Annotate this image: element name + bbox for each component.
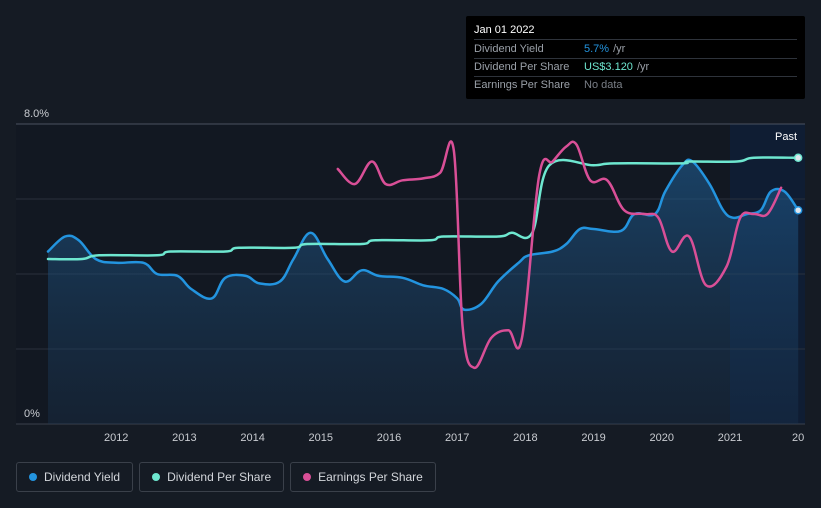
x-tick-label: 2017	[445, 432, 469, 444]
tooltip-row-dividend-per-share: Dividend Per Share US$3.120 /yr	[474, 59, 797, 77]
tooltip-row-earnings-per-share: Earnings Per Share No data	[474, 77, 797, 94]
legend-label: Dividend Yield	[44, 470, 121, 484]
legend-item-dividend-per-share[interactable]: Dividend Per Share	[139, 462, 285, 492]
dividend-yield-area	[48, 159, 799, 424]
dividend-per-share-line	[46, 156, 800, 261]
tooltip-label: Dividend Per Share	[474, 61, 570, 73]
legend-item-dividend-yield[interactable]: Dividend Yield	[16, 462, 134, 492]
x-tick-label: 2012	[104, 432, 128, 444]
x-tick-label: 2014	[240, 432, 264, 444]
earnings-per-share-line	[336, 140, 783, 370]
x-tick-label: 2016	[377, 432, 401, 444]
dividend-yield-end-point	[793, 206, 803, 215]
tooltip-unit: /yr	[613, 43, 626, 55]
tooltip-date: Jan 01 2022	[474, 22, 797, 40]
x-tick-label: 20	[792, 432, 804, 444]
legend-item-earnings-per-share[interactable]: Earnings Per Share	[290, 462, 436, 492]
x-tick-label: 2019	[581, 432, 605, 444]
x-tick-label: 2013	[172, 432, 196, 444]
x-tick-label: 2018	[513, 432, 537, 444]
tooltip-unit: /yr	[636, 61, 650, 73]
legend-label: Dividend Per Share	[167, 470, 272, 484]
y-tick-label: 8.0%	[24, 108, 49, 120]
tooltip-value-earnings-per-share: No data	[584, 79, 623, 91]
dividend-per-share-end-point	[793, 153, 803, 162]
tooltip-label: Dividend Yield	[474, 43, 544, 55]
legend-dot-icon	[152, 473, 161, 481]
x-tick-label: 2020	[650, 432, 674, 444]
legend-dot-icon	[29, 473, 37, 481]
dividend-yield-line	[46, 158, 800, 312]
y-tick-label: 0%	[24, 408, 40, 420]
tooltip-value-dividend-per-share: US$3.120	[584, 61, 633, 73]
tooltip-row-dividend-yield: Dividend Yield 5.7% /yr	[474, 41, 797, 59]
tooltip-label: Earnings Per Share	[474, 79, 570, 91]
legend-dot-icon	[303, 473, 312, 481]
legend-label: Earnings Per Share	[318, 470, 423, 484]
tooltip: Jan 01 2022 Dividend Yield 5.7% /yr Divi…	[466, 16, 805, 99]
x-tick-label: 2015	[309, 432, 333, 444]
past-label: Past	[775, 131, 797, 143]
tooltip-value-dividend-yield: 5.7%	[584, 43, 610, 55]
x-tick-label: 2021	[718, 432, 742, 444]
legend: Dividend Yield Dividend Per Share Earnin…	[16, 462, 436, 492]
